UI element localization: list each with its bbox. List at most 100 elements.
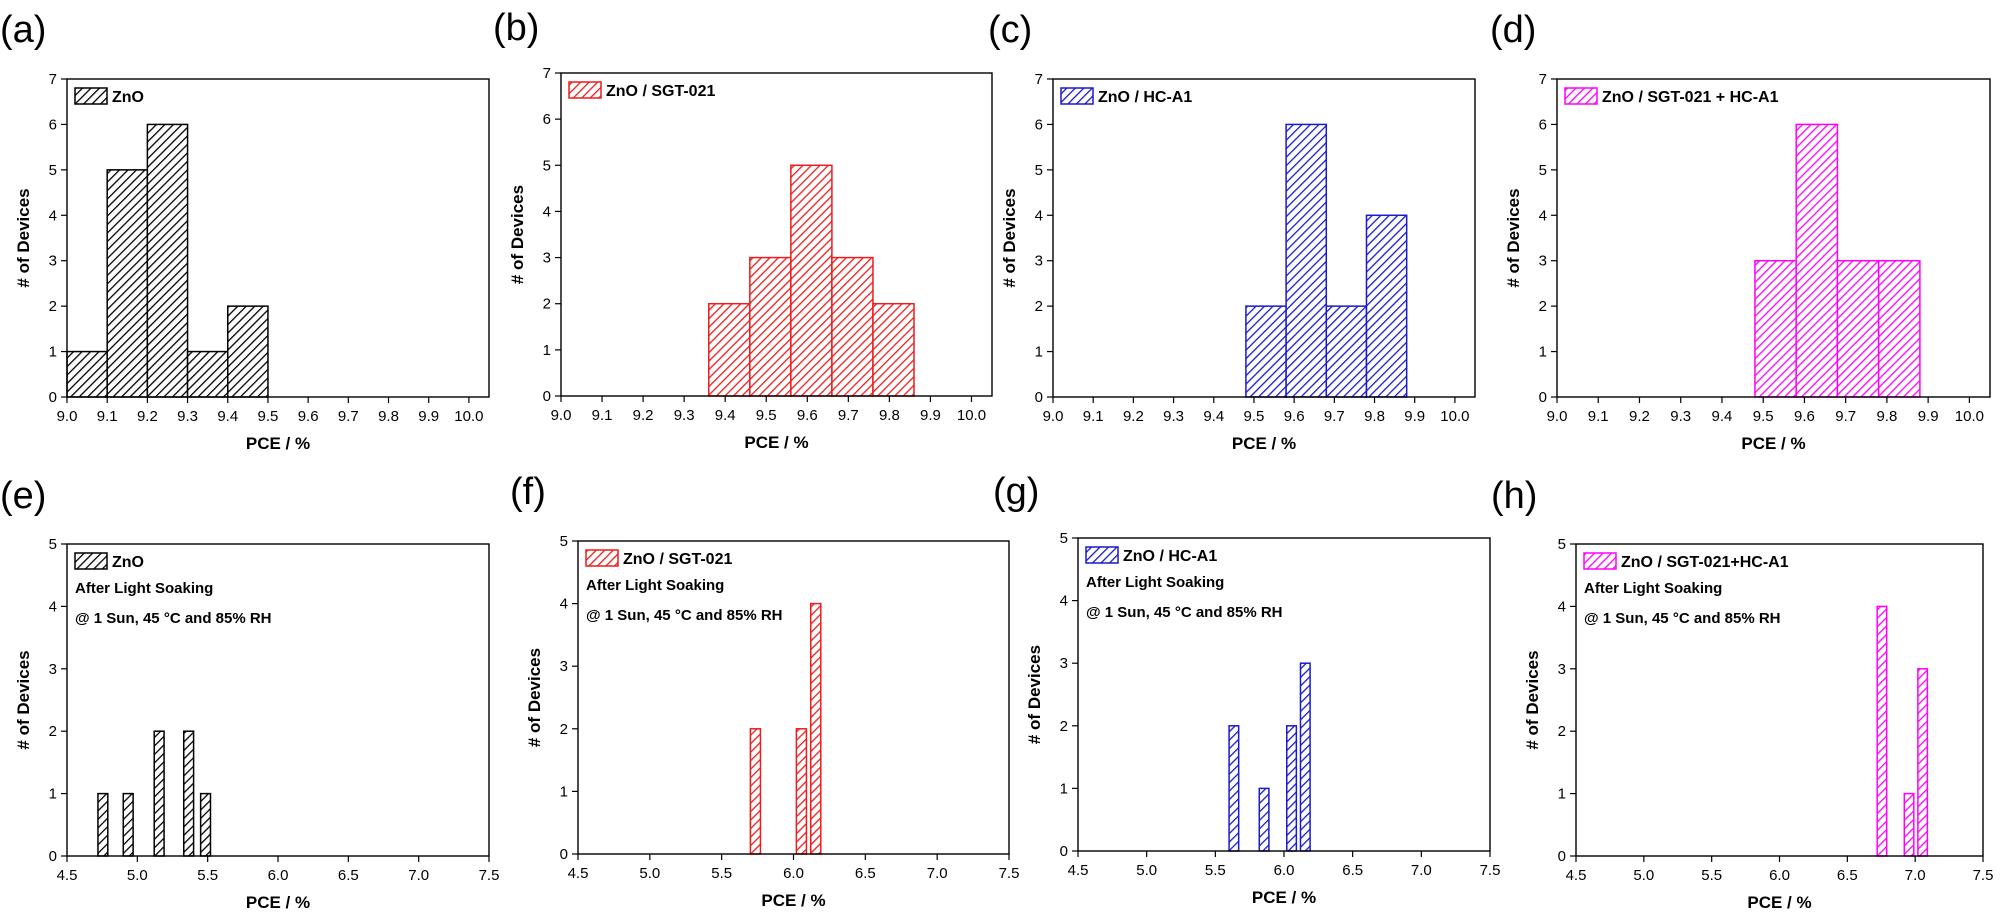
- chart-panel: (e) 4.5 5.0 5.5 6.0 6.5 7.0 7.5 0 1 2 3 4 5 PCE / % # o…: [0, 475, 499, 912]
- y-tick-label: 4: [49, 207, 57, 224]
- x-tick-label: 9.0: [551, 407, 572, 424]
- plot-frame: [1052, 78, 1476, 398]
- x-tick-label: 5.5: [711, 865, 732, 882]
- x-tick-label: 5.5: [1205, 862, 1226, 879]
- panel-label: (h): [1491, 475, 1537, 517]
- x-tick-label: 9.8: [1876, 408, 1897, 425]
- legend-swatch: [74, 87, 108, 105]
- histogram-bar: [1299, 662, 1311, 852]
- x-tick-label: 9.9: [1918, 408, 1939, 425]
- histogram-bar: [1245, 305, 1287, 398]
- x-tick-label: 9.5: [258, 408, 279, 425]
- legend-label: ZnO: [112, 554, 144, 571]
- histogram-bar: [106, 169, 149, 398]
- x-tick-label: 7.5: [1480, 862, 1501, 879]
- plot-frame: [1556, 78, 1991, 398]
- panel-label: (f): [510, 471, 546, 513]
- legend-label: ZnO / SGT-021: [606, 83, 715, 100]
- x-axis-label: PCE / %: [744, 433, 808, 452]
- y-tick-label: 6: [543, 111, 551, 128]
- x-tick-label: 5.5: [1701, 867, 1722, 884]
- panel-label: (a): [0, 9, 46, 51]
- x-tick-label: 9.5: [1753, 408, 1774, 425]
- histogram-bar: [153, 730, 165, 857]
- y-tick-label: 3: [543, 250, 551, 267]
- x-tick-label: 5.0: [1136, 862, 1157, 879]
- y-tick-label: 4: [1035, 207, 1043, 224]
- y-tick-label: 0: [1035, 389, 1043, 406]
- y-axis-label: # of Devices: [525, 648, 544, 747]
- legend-swatch: [74, 552, 108, 570]
- chart-panel: (d) 9.0 9.1 9.2 9.3 9.4 9.5 9.6 9.7 9.8 9.9 10.0 0 1 2…: [1490, 9, 1991, 453]
- y-tick-label: 2: [49, 723, 57, 740]
- x-tick-label: 9.9: [920, 407, 941, 424]
- panel-label: (g): [993, 471, 1039, 513]
- x-tick-label: 9.8: [879, 407, 900, 424]
- y-tick-label: 5: [1558, 536, 1566, 553]
- x-tick-label: 5.5: [197, 867, 218, 884]
- x-tick-label: 7.0: [408, 867, 429, 884]
- y-tick-label: 3: [1558, 661, 1566, 678]
- x-tick-label: 9.3: [674, 407, 695, 424]
- y-tick-label: 4: [49, 598, 57, 615]
- annotation-text: @ 1 Sun, 45 °C and 85% RH: [1584, 610, 1781, 627]
- panel-label: (d): [1490, 9, 1536, 51]
- y-tick-label: 7: [49, 71, 57, 88]
- x-tick-label: 9.1: [592, 407, 613, 424]
- y-axis-label: # of Devices: [1504, 188, 1523, 287]
- x-tick-label: 9.1: [1588, 408, 1609, 425]
- x-tick-label: 9.0: [57, 408, 78, 425]
- histogram-bar: [1285, 123, 1328, 398]
- x-tick-label: 9.1: [1083, 408, 1104, 425]
- y-tick-label: 0: [1558, 848, 1566, 865]
- x-axis-label: PCE / %: [1741, 434, 1805, 453]
- y-axis-label: # of Devices: [1000, 188, 1019, 287]
- histogram-bar: [790, 164, 833, 397]
- annotation-text: After Light Soaking: [75, 580, 213, 597]
- x-tick-label: 9.6: [797, 407, 818, 424]
- histogram-bar: [831, 256, 874, 397]
- histogram-bar: [749, 256, 792, 397]
- histogram-bar: [199, 792, 212, 857]
- y-tick-label: 7: [1539, 71, 1547, 88]
- x-tick-label: 6.5: [855, 865, 876, 882]
- y-tick-label: 6: [49, 116, 57, 133]
- y-tick-label: 5: [1060, 530, 1068, 547]
- x-tick-label: 9.4: [1712, 408, 1733, 425]
- y-axis-label: # of Devices: [14, 650, 33, 749]
- y-tick-label: 3: [49, 253, 57, 270]
- histogram-bar: [1917, 668, 1929, 857]
- x-tick-label: 9.4: [715, 407, 736, 424]
- annotation-text: @ 1 Sun, 45 °C and 85% RH: [1086, 604, 1283, 621]
- y-tick-label: 0: [49, 848, 57, 865]
- legend-swatch: [1060, 87, 1094, 105]
- legend-swatch: [585, 549, 619, 567]
- y-tick-label: 4: [1558, 598, 1566, 615]
- y-tick-label: 2: [1558, 723, 1566, 740]
- annotation-text: After Light Soaking: [586, 577, 724, 594]
- x-tick-label: 6.5: [1342, 862, 1363, 879]
- x-tick-label: 7.0: [927, 865, 948, 882]
- x-tick-label: 9.6: [1284, 408, 1305, 425]
- x-tick-label: 9.3: [1670, 408, 1691, 425]
- x-axis-label: PCE / %: [1747, 893, 1811, 912]
- panel-label: (c): [988, 9, 1032, 51]
- x-tick-label: 6.0: [783, 865, 804, 882]
- y-tick-label: 4: [560, 596, 568, 613]
- y-tick-label: 7: [1035, 71, 1043, 88]
- x-tick-label: 9.0: [1043, 408, 1064, 425]
- y-tick-label: 3: [1060, 655, 1068, 672]
- x-tick-label: 9.2: [1629, 408, 1650, 425]
- histogram-bar: [749, 728, 762, 855]
- histogram-bar: [1325, 305, 1368, 398]
- annotation-text: @ 1 Sun, 45 °C and 85% RH: [586, 607, 783, 624]
- x-tick-label: 9.9: [1404, 408, 1425, 425]
- legend-swatch: [568, 81, 602, 99]
- histogram-bar: [809, 602, 822, 855]
- y-tick-label: 6: [1539, 116, 1547, 133]
- x-tick-label: 4.5: [1068, 862, 1089, 879]
- y-axis-label: # of Devices: [1523, 650, 1542, 749]
- x-tick-label: 7.0: [1905, 867, 1926, 884]
- x-tick-label: 9.3: [177, 408, 198, 425]
